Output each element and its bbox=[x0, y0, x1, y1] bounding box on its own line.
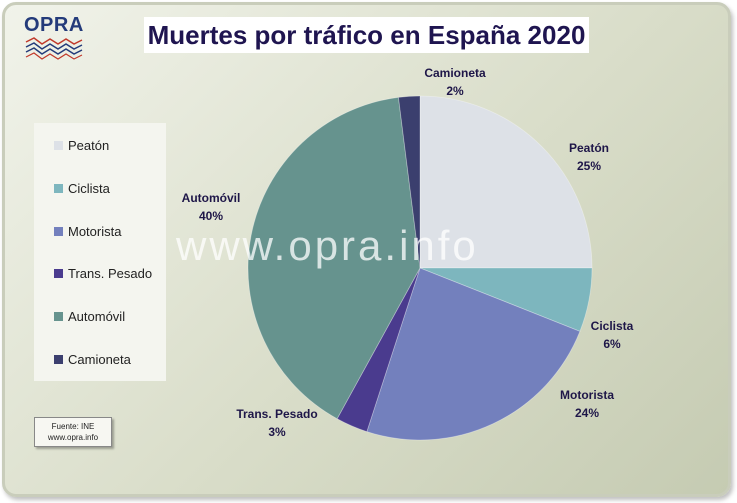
legend-item-motorista: Motorista bbox=[54, 222, 121, 240]
data-label-motorista: Motorista 24% bbox=[537, 386, 637, 422]
pie-slice-automóvil bbox=[247, 96, 421, 420]
legend-item-ciclista: Ciclista bbox=[54, 179, 110, 197]
logo-waves-icon bbox=[25, 37, 83, 60]
watermark-text: www.opra.info bbox=[176, 222, 479, 269]
legend-swatch bbox=[54, 354, 63, 364]
pie-slice-trans-pesado bbox=[336, 267, 421, 433]
data-label-camioneta: Camioneta 2% bbox=[405, 64, 505, 100]
legend-swatch bbox=[54, 268, 63, 278]
legend-item-automovil: Automóvil bbox=[54, 307, 125, 325]
data-label-percent: 40% bbox=[198, 209, 224, 223]
data-label-name: Trans. Pesado bbox=[236, 407, 318, 421]
data-label-name: Automóvil bbox=[181, 191, 241, 205]
source-line-1: Fuente: INE bbox=[51, 422, 95, 431]
data-label-percent: 2% bbox=[446, 84, 464, 98]
data-label-name: Ciclista bbox=[590, 319, 634, 333]
data-label-name: Motorista bbox=[560, 388, 614, 402]
legend-item-camioneta: Camioneta bbox=[54, 350, 131, 368]
pie-slice-motorista bbox=[366, 267, 581, 441]
data-label-percent: 3% bbox=[268, 425, 286, 439]
data-label-percent: 24% bbox=[574, 406, 600, 420]
logo-text: OPRA bbox=[24, 14, 84, 36]
source-line-2: www.opra.info bbox=[47, 433, 99, 442]
pie-slice-camioneta bbox=[397, 95, 421, 269]
legend-swatch bbox=[54, 140, 63, 150]
data-label-percent: 25% bbox=[576, 159, 602, 173]
legend-item-peaton: Peatón bbox=[54, 136, 109, 154]
data-label-peaton: Peatón 25% bbox=[549, 139, 629, 175]
data-label-name: Camioneta bbox=[424, 66, 486, 80]
legend-label: Trans. Pesado bbox=[68, 265, 153, 281]
pie-slices bbox=[247, 95, 593, 441]
data-label-name: Peatón bbox=[568, 141, 609, 155]
chart-title: Muertes por tráfico en España 2020 bbox=[147, 19, 586, 50]
legend-swatch bbox=[54, 226, 63, 236]
source-note: Fuente: INE www.opra.info bbox=[34, 417, 112, 447]
chart-title-box: Muertes por tráfico en España 2020 bbox=[144, 17, 589, 53]
legend-label: Ciclista bbox=[68, 180, 110, 196]
legend-label: Automóvil bbox=[68, 308, 126, 324]
pie-slice-peatón bbox=[419, 95, 593, 269]
legend-item-trans-pesado: Trans. Pesado bbox=[54, 264, 152, 282]
data-label-ciclista: Ciclista 6% bbox=[572, 317, 652, 353]
legend-label: Camioneta bbox=[68, 351, 131, 367]
opra-logo: OPRA bbox=[24, 14, 88, 60]
legend-label: Motorista bbox=[68, 223, 122, 239]
data-label-percent: 6% bbox=[603, 337, 621, 351]
data-label-automovil: Automóvil 40% bbox=[166, 189, 256, 225]
pie-slice-ciclista bbox=[419, 267, 593, 332]
chart-legend: Peatón Ciclista Motorista Trans. Pesado … bbox=[34, 123, 166, 381]
legend-swatch bbox=[54, 183, 63, 193]
data-label-trans-pesado: Trans. Pesado 3% bbox=[222, 405, 332, 441]
legend-label: Peatón bbox=[68, 137, 110, 153]
legend-swatch bbox=[54, 311, 63, 321]
